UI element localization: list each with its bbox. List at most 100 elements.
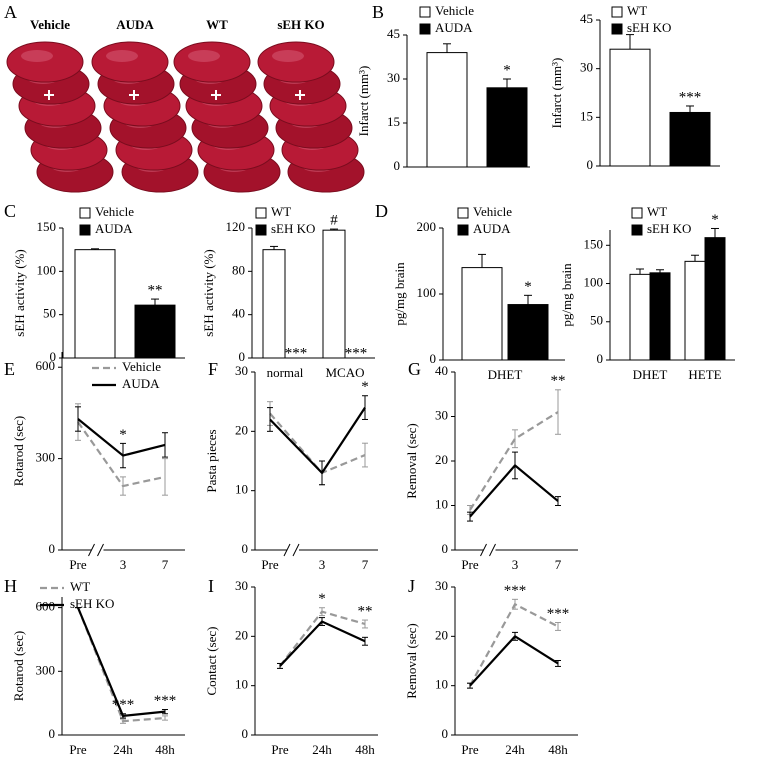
y-axis-label: Removal (sec) (404, 423, 419, 498)
y-tick-label: 0 (394, 158, 401, 173)
y-tick-label: 20 (435, 627, 448, 642)
legend-swatch (611, 6, 623, 18)
y-tick-label: 200 (417, 219, 437, 234)
bar (322, 229, 346, 359)
photo-label: Vehicle (30, 17, 70, 32)
axis-break (292, 543, 300, 557)
legend-swatch (79, 224, 91, 236)
x-tick-label: 24h (505, 742, 525, 757)
y-tick-label: 20 (235, 627, 248, 642)
bar (507, 304, 549, 361)
legend-label: WT (627, 3, 647, 18)
significance-annotation: *** (154, 693, 177, 709)
y-axis-label: Pasta pieces (204, 429, 219, 492)
slice-highlight (188, 50, 220, 62)
x-tick-label: HETE (688, 367, 721, 382)
brain-slices-photo: Vehicle AUDA WT sEH KO (0, 0, 365, 205)
bar (486, 87, 528, 168)
x-tick-label: Pre (69, 557, 87, 572)
legend-label: AUDA (95, 221, 133, 236)
y-tick-label: 30 (580, 60, 593, 75)
y-tick-label: 0 (49, 726, 56, 741)
x-tick-label: 3 (319, 557, 326, 572)
y-tick-label: 15 (387, 114, 400, 129)
x-tick-label: normal (267, 365, 304, 380)
significance-annotation: *** (285, 345, 308, 361)
legend-swatch (611, 23, 623, 35)
legend-label: sEH KO (70, 596, 114, 611)
legend-label: WT (70, 579, 90, 594)
x-tick-label: 7 (555, 557, 562, 572)
panel-label: F (208, 359, 218, 379)
legend-swatch (255, 224, 267, 236)
legend-label: WT (647, 204, 667, 219)
x-tick-label: Pre (461, 557, 479, 572)
x-tick-label: Pre (261, 557, 279, 572)
x-tick-label: 48h (355, 742, 375, 757)
significance-annotation: ** (551, 373, 566, 389)
x-tick-label: 3 (512, 557, 519, 572)
y-tick-label: 45 (387, 26, 400, 41)
line (469, 602, 559, 687)
significance-annotation: *** (504, 583, 527, 599)
legend-label: Vehicle (435, 3, 474, 18)
y-tick-label: 30 (435, 578, 448, 593)
y-tick-label: 30 (235, 578, 248, 593)
x-tick-label: Pre (69, 742, 87, 757)
bar (74, 249, 116, 359)
y-axis-label: Contact (sec) (204, 627, 219, 696)
legend-swatch (631, 207, 643, 219)
legend-label: Vehicle (95, 204, 134, 219)
y-tick-label: 0 (49, 541, 56, 556)
panel-label: E (4, 359, 15, 379)
y-tick-label: 10 (235, 482, 248, 497)
bar (134, 304, 176, 359)
y-tick-label: 100 (584, 275, 604, 290)
x-tick-label: MCAO (325, 365, 364, 380)
legend-swatch (457, 224, 469, 236)
y-tick-label: 10 (435, 677, 448, 692)
y-tick-label: 0 (242, 726, 249, 741)
y-tick-label: 0 (587, 157, 594, 172)
y-axis-label: Infarct (mm³) (549, 58, 564, 129)
panel-label: C (4, 201, 16, 221)
legend-label: Vehicle (122, 359, 161, 374)
significance-annotation: * (119, 427, 127, 443)
significance-annotation: * (524, 279, 532, 295)
y-axis-label: pg/mg brain (559, 263, 574, 327)
bar (649, 272, 671, 361)
y-axis-label: Rotarod (sec) (11, 631, 26, 701)
y-tick-label: 15 (580, 108, 593, 123)
legend-label: sEH KO (627, 20, 671, 35)
y-tick-label: 20 (435, 452, 448, 467)
panel-label: B (372, 2, 384, 22)
y-axis-label: Removal (sec) (404, 623, 419, 698)
panel-label: I (208, 576, 214, 596)
legend-label: sEH KO (271, 221, 315, 236)
significance-annotation: *** (547, 606, 570, 622)
bar (461, 267, 503, 361)
significance-annotation: * (711, 212, 719, 228)
bar (629, 273, 651, 361)
y-tick-label: 0 (50, 349, 57, 364)
legend-label: WT (271, 204, 291, 219)
brain-slice (6, 41, 84, 83)
line (269, 412, 366, 475)
x-tick-label: 3 (120, 557, 127, 572)
significance-annotation: ** (358, 603, 373, 619)
y-tick-label: 30 (387, 70, 400, 85)
x-tick-label: 24h (113, 742, 133, 757)
bar (669, 111, 711, 167)
photo-label: AUDA (116, 17, 154, 32)
y-tick-label: 80 (232, 262, 245, 277)
y-tick-label: 300 (36, 450, 56, 465)
significance-annotation: ** (148, 283, 163, 299)
panel-label: A (4, 2, 17, 22)
y-tick-label: 0 (597, 351, 604, 366)
legend-swatch (255, 207, 267, 219)
x-tick-label: 7 (162, 557, 169, 572)
axis-break (480, 543, 487, 557)
x-tick-label: DHET (488, 367, 523, 382)
significance-annotation: # (330, 213, 338, 229)
